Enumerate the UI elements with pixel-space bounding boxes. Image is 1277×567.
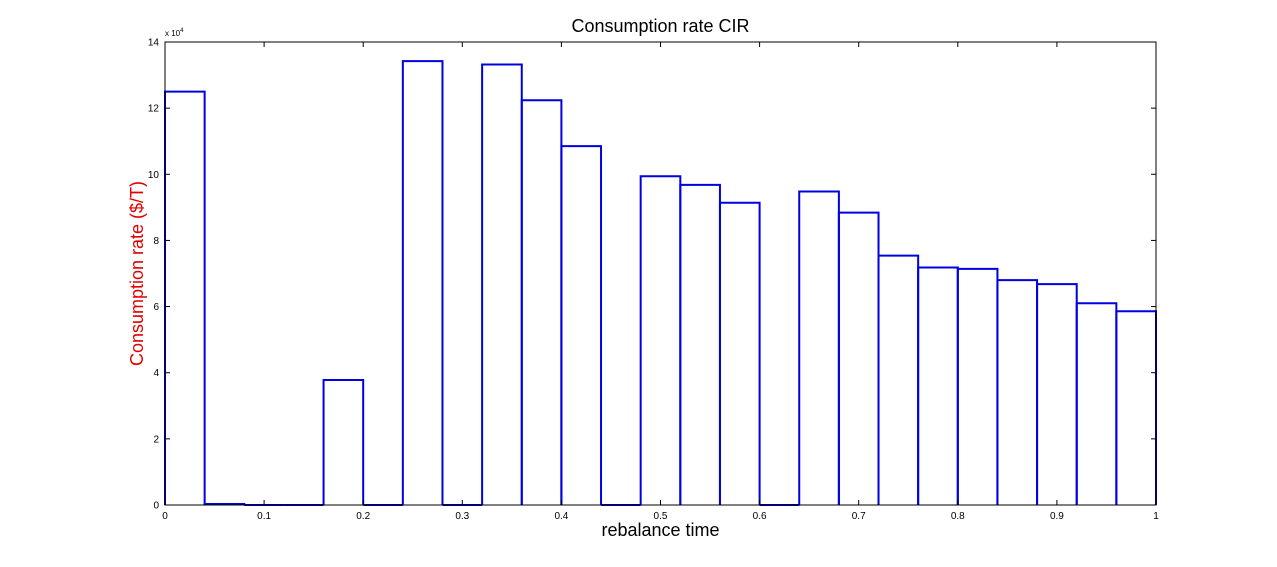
- chart-title: Consumption rate CIR: [571, 16, 749, 36]
- x-tick-label: 0.3: [455, 511, 469, 522]
- x-tick-label: 0.5: [654, 511, 668, 522]
- y-tick-label: 14: [148, 38, 160, 49]
- y-tick-label: 2: [153, 434, 159, 445]
- y-axis-ticks: 0 2 4 6 8 10 12 14: [148, 38, 1156, 512]
- x-tick-label: 1: [1153, 511, 1159, 522]
- y-axis-label: Consumption rate ($/T): [127, 181, 147, 366]
- x-tick-label: 0.9: [1050, 511, 1064, 522]
- histogram-bin: [322, 378, 365, 505]
- histogram-bin: [560, 145, 603, 505]
- x-tick-label: 0.4: [554, 511, 568, 522]
- y-tick-label: 4: [153, 368, 159, 379]
- y-tick-label: 6: [153, 302, 159, 313]
- bins-layer: [164, 60, 1157, 506]
- histogram-bin: [401, 60, 444, 505]
- x-axis-ticks: 0 0.1 0.2 0.3 0.4 0.5 0.6 0.7 0.8 0.9 1: [162, 42, 1159, 522]
- x-axis-label: rebalance time: [601, 520, 719, 540]
- y-multiplier-exponent: 4: [180, 28, 184, 34]
- histogram-bin: [718, 201, 761, 505]
- y-multiplier-base: x 10: [165, 29, 181, 38]
- x-tick-label: 0.8: [951, 511, 965, 522]
- y-tick-label: 8: [153, 236, 159, 247]
- y-tick-label: 0: [153, 501, 159, 512]
- x-tick-label: 0.6: [753, 511, 767, 522]
- x-tick-label: 0.2: [356, 511, 370, 522]
- y-tick-label: 10: [148, 170, 160, 181]
- y-tick-label: 12: [148, 104, 160, 115]
- x-tick-label: 0.7: [852, 511, 866, 522]
- y-axis-multiplier: x 104: [165, 28, 184, 38]
- plot-area: [165, 42, 1156, 505]
- x-tick-label: 0: [162, 511, 168, 522]
- x-tick-label: 0.1: [257, 511, 271, 522]
